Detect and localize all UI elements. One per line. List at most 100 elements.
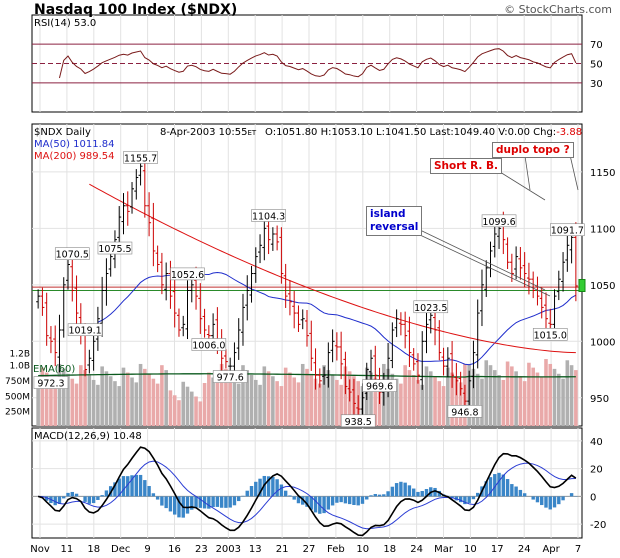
x-axis-label: Nov xyxy=(30,544,50,555)
macd-histogram-bar xyxy=(488,477,493,497)
volume-bar xyxy=(492,370,497,426)
rsi-line xyxy=(58,48,577,79)
macd-histogram-bar xyxy=(403,482,407,497)
volume-bar xyxy=(74,383,79,426)
macd-histogram-bar xyxy=(134,474,138,497)
volume-bar xyxy=(535,372,540,426)
volume-bar xyxy=(471,368,476,426)
volume-bar xyxy=(557,373,561,426)
volume-tick-label: 500M xyxy=(5,392,30,402)
macd-histogram-bar xyxy=(501,474,506,497)
volume-bar xyxy=(309,373,314,426)
volume-bar xyxy=(569,365,574,426)
macd-histogram-bar xyxy=(420,490,424,497)
volume-bar xyxy=(271,376,275,426)
island-leader-1 xyxy=(419,229,546,291)
macd-histogram-bar xyxy=(433,487,437,497)
macd-histogram-bar xyxy=(224,496,228,508)
volume-bar xyxy=(164,370,168,426)
volume-bar xyxy=(505,361,510,426)
peak-label-box xyxy=(362,379,397,392)
macd-histogram-bar xyxy=(484,481,488,497)
x-axis-label: 10 xyxy=(356,544,369,555)
macd-histogram-bar xyxy=(548,496,552,510)
volume-bar xyxy=(458,382,463,426)
macd-histogram-bar xyxy=(143,480,147,497)
peak-label-box xyxy=(447,405,483,418)
macd-histogram-bar xyxy=(207,496,211,509)
macd-histogram-bar xyxy=(394,483,399,497)
macd-histogram-bar xyxy=(322,496,326,514)
volume-bar xyxy=(172,395,177,426)
x-axis-label: 10 xyxy=(464,544,477,555)
peak-label-box xyxy=(191,338,227,351)
volume-bar xyxy=(113,381,117,426)
macd-histogram-bar xyxy=(497,472,501,497)
volume-bar xyxy=(61,368,66,426)
x-axis-label: 17 xyxy=(491,544,504,555)
peak-label: 969.6 xyxy=(366,382,393,393)
macd-histogram-bar xyxy=(185,496,190,514)
x-axis-label: 23 xyxy=(195,544,208,555)
volume-bar xyxy=(49,377,53,426)
volume-bar xyxy=(437,381,442,426)
volume-bar xyxy=(83,370,87,426)
macd-histogram-bar xyxy=(476,492,480,497)
macd-histogram-bar xyxy=(249,486,254,497)
volume-bar xyxy=(228,373,232,426)
datetime-label: 8-Apr-2003 10:55ET xyxy=(160,127,256,139)
macd-histogram-bar xyxy=(198,496,203,508)
volume-bar xyxy=(194,396,198,426)
volume-bar xyxy=(330,375,335,426)
volume-bar xyxy=(249,375,254,426)
volume-bar xyxy=(288,372,292,426)
macd-histogram-bar xyxy=(458,496,463,503)
volume-bar xyxy=(446,367,450,426)
macd-histogram-bar xyxy=(44,496,49,501)
duplo-topo-annotation: duplo topo ? xyxy=(492,142,574,158)
macd-histogram-bar xyxy=(335,496,339,503)
date-text: 8-Apr-2003 10:55 xyxy=(160,127,248,138)
peak-label-box xyxy=(170,267,205,281)
macd-histogram-bar xyxy=(390,486,395,497)
volume-bar xyxy=(548,363,553,426)
peak-label-box xyxy=(67,323,103,337)
x-axis-label: 18 xyxy=(383,544,396,555)
peak-label-box xyxy=(550,223,585,237)
macd-histogram-bar xyxy=(365,496,369,500)
volume-bar xyxy=(518,376,523,426)
volume-bar xyxy=(424,366,429,426)
x-axis-label: 24 xyxy=(410,544,423,555)
volume-bar xyxy=(514,371,518,426)
volume-bar xyxy=(275,381,279,426)
volume-text: V:0.00 xyxy=(498,127,530,138)
volume-bar xyxy=(130,377,134,426)
macd-histogram-bar xyxy=(313,496,318,513)
macd-histogram-bar xyxy=(514,486,518,497)
volume-bar xyxy=(91,379,96,426)
volume-bar xyxy=(522,381,527,426)
volume-bar xyxy=(420,384,425,426)
volume-bar xyxy=(168,390,173,426)
macd-histogram-bar xyxy=(535,496,540,503)
volume-bar xyxy=(147,373,151,426)
peak-label-box xyxy=(251,209,286,222)
macd-histogram-bar xyxy=(130,475,134,497)
macd-histogram-bar xyxy=(190,496,194,510)
price-tick-label: 1150 xyxy=(590,168,615,179)
volume-bar xyxy=(96,384,100,426)
volume-bar xyxy=(531,367,535,426)
macd-histogram-bar xyxy=(164,496,168,509)
volume-bar xyxy=(369,372,373,426)
peak-label-box xyxy=(340,414,376,428)
island-leader-2 xyxy=(419,234,551,297)
volume-bar xyxy=(57,363,62,426)
x-axis-label: 18 xyxy=(87,544,100,555)
macd-histogram-bar xyxy=(326,496,331,510)
macd-histogram-bar xyxy=(126,476,130,497)
peak-label: 1052.6 xyxy=(171,270,204,281)
macd-histogram-bar xyxy=(266,476,271,497)
x-axis-label: Mar xyxy=(434,544,454,555)
macd-tick-label: 0 xyxy=(590,492,596,503)
macd-histogram-bar xyxy=(237,496,241,502)
